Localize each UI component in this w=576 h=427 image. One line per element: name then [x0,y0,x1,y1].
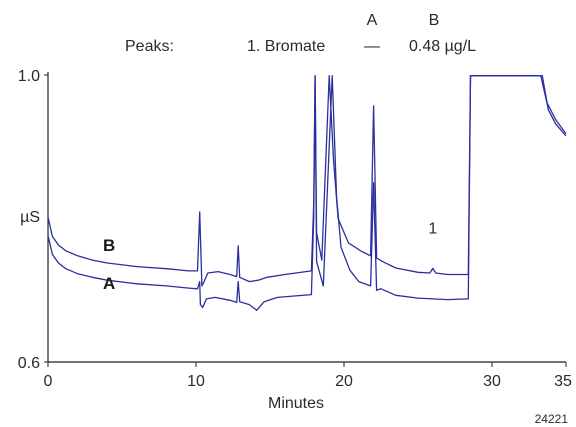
x-tick-label-20: 20 [335,373,353,390]
trace-a [47,75,567,311]
legend-col-b-header: B [429,12,440,29]
trace-label-a: A [103,274,115,293]
peak-1-label: 1 [428,221,437,238]
x-tick-label-10: 10 [187,373,205,390]
x-tick-label-35: 35 [554,373,572,390]
legend-value-b: 0.48 µg/L [409,38,476,55]
legend-peak-name: 1. Bromate [247,38,325,55]
legend-col-a-header: A [367,12,378,29]
legend-peaks-label: Peaks: [125,38,174,55]
trace-group [47,75,567,311]
legend-value-a: — [364,38,380,55]
trace-label-b: B [103,236,115,255]
y-tick-label-1.0: 1.0 [18,68,40,85]
figure-id: 24221 [535,412,569,426]
y-tick-label-0.6: 0.6 [18,355,40,372]
trace-b [47,75,567,287]
x-axis-label: Minutes [268,395,324,412]
y-axis-label: µS [20,209,40,226]
x-tick-label-0: 0 [44,373,53,390]
x-tick-label-30: 30 [483,373,501,390]
